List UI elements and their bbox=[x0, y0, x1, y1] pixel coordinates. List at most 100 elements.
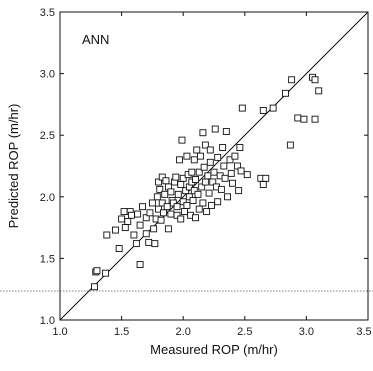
data-point bbox=[173, 203, 181, 211]
data-point bbox=[115, 245, 123, 252]
data-point bbox=[150, 225, 158, 233]
data-point bbox=[259, 181, 267, 188]
data-point bbox=[206, 158, 214, 166]
data-point bbox=[300, 115, 308, 123]
data-point bbox=[214, 198, 222, 206]
data-point bbox=[103, 231, 111, 239]
data-point bbox=[158, 199, 166, 207]
data-point bbox=[222, 128, 230, 135]
data-point bbox=[192, 214, 199, 222]
data-point bbox=[201, 141, 209, 149]
data-point bbox=[210, 168, 218, 176]
data-point bbox=[201, 178, 209, 186]
data-point bbox=[162, 177, 170, 185]
data-point bbox=[160, 209, 167, 217]
data-point bbox=[178, 136, 186, 144]
data-point bbox=[169, 199, 177, 207]
data-point bbox=[195, 205, 203, 213]
data-point bbox=[206, 146, 214, 154]
data-point bbox=[243, 171, 251, 179]
data-point bbox=[269, 104, 277, 112]
data-point bbox=[262, 174, 270, 182]
data-point bbox=[153, 193, 161, 201]
data-point bbox=[288, 76, 296, 84]
data-point bbox=[198, 183, 206, 191]
data-point bbox=[193, 146, 201, 154]
data-point bbox=[315, 87, 323, 95]
x-tick-label: 2.5 bbox=[237, 326, 252, 338]
x-axis-ticks: 1.0 1.5 2.0 2.5 3.0 3.5 bbox=[52, 12, 372, 338]
data-point bbox=[195, 168, 203, 176]
data-point bbox=[174, 190, 182, 198]
data-point bbox=[211, 125, 219, 133]
data-point bbox=[203, 208, 211, 216]
data-point bbox=[172, 173, 180, 181]
data-point bbox=[157, 216, 165, 224]
data-point bbox=[136, 221, 144, 229]
data-point bbox=[156, 185, 164, 193]
data-point bbox=[219, 144, 227, 151]
data-point bbox=[190, 187, 198, 195]
data-point bbox=[188, 168, 196, 176]
data-point bbox=[163, 203, 171, 211]
data-point bbox=[199, 129, 207, 137]
x-tick-label: 3.5 bbox=[356, 326, 371, 338]
data-point bbox=[227, 169, 235, 177]
data-point bbox=[231, 152, 239, 160]
data-point bbox=[102, 269, 110, 277]
data-point bbox=[155, 178, 163, 186]
data-point bbox=[176, 156, 183, 164]
data-point bbox=[199, 199, 207, 207]
plot-area-frame bbox=[59, 11, 369, 321]
y-tick-label: 3.5 bbox=[40, 7, 55, 19]
data-point bbox=[259, 107, 267, 115]
data-point bbox=[200, 163, 208, 171]
data-point bbox=[224, 193, 232, 201]
data-point bbox=[145, 238, 153, 246]
data-point bbox=[192, 176, 199, 184]
data-point bbox=[151, 240, 159, 248]
x-tick-label: 1.0 bbox=[52, 326, 67, 338]
data-point bbox=[167, 210, 175, 218]
data-point bbox=[158, 173, 166, 181]
data-point bbox=[185, 193, 193, 201]
data-point bbox=[311, 76, 319, 84]
x-tick-label: 1.5 bbox=[114, 326, 129, 338]
data-point bbox=[179, 174, 187, 182]
data-point bbox=[235, 187, 243, 195]
data-point bbox=[196, 152, 204, 160]
data-point bbox=[209, 178, 217, 186]
data-point bbox=[128, 211, 135, 219]
y-axis-ticks: 1.0 1.5 2.0 2.5 3.0 3.5 bbox=[40, 7, 368, 327]
y-tick-label: 1.0 bbox=[40, 315, 55, 327]
data-point bbox=[179, 198, 187, 206]
data-point bbox=[204, 172, 212, 180]
data-point bbox=[148, 199, 156, 207]
data-point bbox=[118, 215, 126, 223]
data-point bbox=[93, 267, 101, 275]
data-point bbox=[91, 283, 98, 291]
data-point bbox=[173, 211, 181, 219]
x-tick-label: 2.0 bbox=[176, 326, 191, 338]
y-tick-label: 1.5 bbox=[40, 253, 55, 265]
data-points bbox=[91, 73, 323, 291]
data-point bbox=[190, 156, 198, 164]
data-point bbox=[282, 89, 289, 97]
data-point bbox=[132, 240, 140, 248]
data-point bbox=[205, 189, 213, 197]
data-point bbox=[139, 203, 146, 211]
data-point bbox=[233, 162, 241, 170]
y-tick-label: 2.5 bbox=[40, 130, 55, 142]
panel-annotation: ANN bbox=[82, 32, 109, 47]
data-point bbox=[229, 179, 236, 187]
data-point bbox=[286, 141, 294, 149]
identity-reference-line bbox=[59, 11, 369, 321]
data-point bbox=[182, 187, 190, 195]
data-point bbox=[146, 209, 154, 217]
y-axis-label: Predicted ROP (m/hr) bbox=[6, 104, 21, 229]
data-point bbox=[111, 226, 119, 234]
x-tick-label: 3.0 bbox=[299, 326, 314, 338]
data-point bbox=[294, 114, 302, 122]
data-point bbox=[161, 190, 169, 198]
